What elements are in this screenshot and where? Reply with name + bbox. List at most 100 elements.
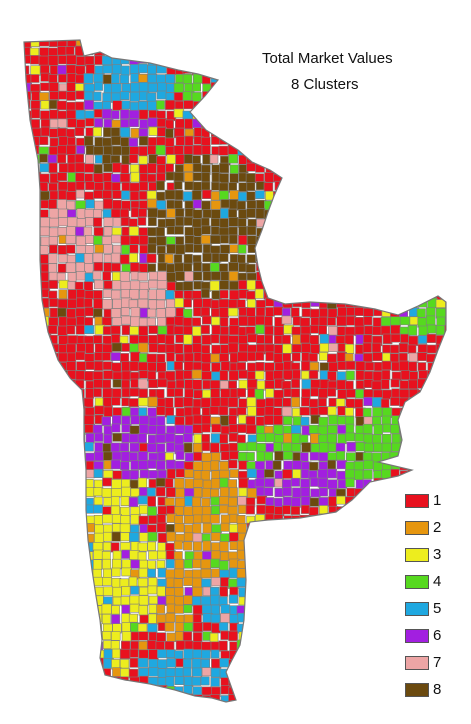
county-cell (274, 604, 284, 614)
county-cell (309, 595, 319, 606)
county-cell (164, 137, 175, 147)
county-cell (319, 531, 330, 542)
county-cell (31, 388, 41, 399)
county-cell (345, 92, 354, 103)
county-cell (129, 387, 140, 397)
county-cell (85, 181, 95, 191)
county-cell (353, 235, 363, 245)
county-cell (445, 442, 446, 452)
county-cell (380, 65, 391, 76)
county-cell (273, 73, 285, 84)
county-cell (389, 272, 400, 282)
county-cell (121, 83, 131, 93)
county-cell (156, 443, 166, 453)
county-cell (418, 100, 428, 109)
county-cell (173, 361, 183, 371)
county-cell (166, 459, 176, 470)
county-cell (391, 649, 402, 659)
county-cell (444, 478, 446, 489)
county-cell (265, 533, 276, 544)
county-cell (103, 217, 114, 227)
county-cell (166, 531, 177, 542)
county-cell (229, 74, 240, 84)
county-cell (345, 360, 356, 370)
county-cell (93, 388, 102, 398)
county-cell (362, 191, 373, 202)
county-cell (380, 495, 390, 507)
county-cell (139, 532, 149, 542)
county-cell (408, 254, 419, 265)
county-cell (364, 506, 374, 515)
county-cell (299, 173, 310, 183)
county-cell (48, 649, 58, 659)
county-cell (245, 424, 257, 434)
county-cell (49, 524, 60, 533)
county-cell (409, 244, 420, 254)
county-cell (102, 630, 112, 641)
county-cell (103, 531, 113, 542)
county-cell (75, 515, 86, 524)
county-cell (301, 298, 311, 309)
county-cell (57, 227, 68, 237)
county-cell (319, 686, 329, 697)
county-cell (30, 65, 41, 76)
county-cell (373, 119, 383, 130)
county-cell (210, 532, 222, 542)
county-cell (238, 596, 248, 606)
county-cell (93, 468, 104, 479)
county-cell (327, 279, 338, 290)
county-cell (381, 190, 392, 201)
county-cell (273, 541, 284, 552)
county-cell (355, 226, 365, 237)
county-cell (93, 189, 103, 199)
county-cell (165, 612, 176, 623)
county-cell (436, 406, 446, 416)
county-cell (66, 379, 76, 389)
county-cell (228, 370, 239, 381)
county-cell (318, 641, 330, 650)
county-cell (201, 705, 211, 714)
county-cell (93, 685, 104, 694)
county-cell (24, 289, 32, 299)
county-cell (228, 380, 237, 390)
county-cell (256, 684, 267, 694)
county-cell (437, 704, 446, 712)
county-cell (193, 244, 203, 253)
county-cell (299, 685, 311, 696)
county-cell (121, 622, 131, 633)
county-cell (327, 459, 337, 470)
county-cell (76, 523, 86, 535)
county-cell (398, 360, 409, 372)
county-cell (263, 568, 274, 579)
county-cell (300, 100, 311, 110)
county-cell (40, 443, 51, 453)
county-cell (174, 424, 186, 434)
county-cell (75, 478, 85, 489)
county-cell (184, 243, 194, 253)
county-cell (103, 451, 114, 462)
county-cell (129, 686, 140, 697)
county-cell (201, 371, 212, 380)
county-cell (381, 253, 392, 263)
county-cell (427, 100, 437, 109)
legend-label-2: 2 (433, 519, 442, 536)
county-cell (65, 244, 76, 254)
county-cell (416, 253, 428, 264)
county-cell (173, 92, 184, 102)
county-cell (310, 704, 318, 712)
county-cell (39, 136, 49, 146)
county-cell (256, 128, 266, 138)
county-cell (391, 495, 401, 505)
county-cell (283, 146, 293, 157)
county-cell (175, 407, 185, 417)
county-cell (58, 189, 68, 201)
county-cell (372, 407, 383, 417)
county-cell (24, 245, 32, 256)
county-cell (408, 47, 418, 58)
county-cell (300, 469, 310, 479)
county-cell (299, 558, 311, 568)
county-cell (363, 325, 374, 335)
county-cell (436, 397, 445, 409)
county-cell (291, 523, 303, 533)
county-cell (58, 407, 69, 418)
